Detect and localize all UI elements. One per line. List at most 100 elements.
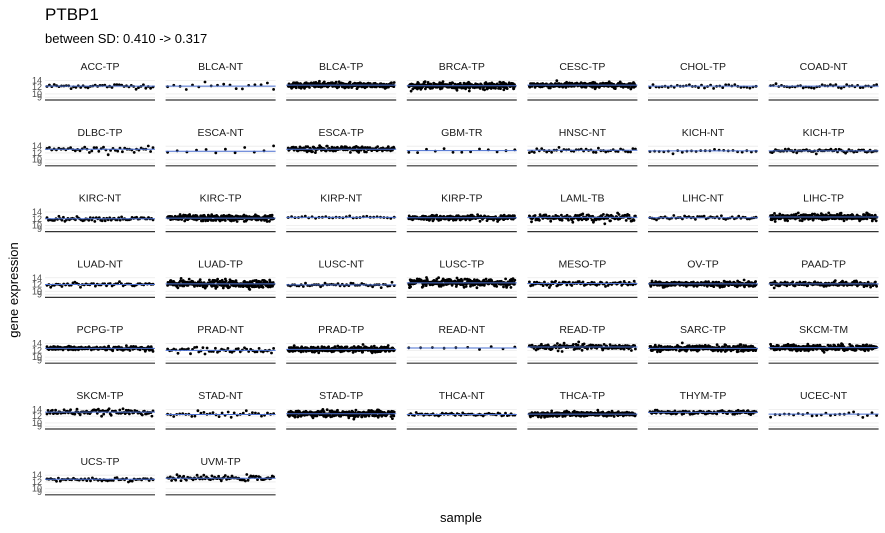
facet-panel: READ-TP bbox=[527, 324, 638, 364]
data-point bbox=[778, 212, 782, 216]
data-point bbox=[74, 86, 78, 89]
data-point bbox=[794, 212, 798, 216]
data-point bbox=[478, 219, 482, 223]
facet-label: PRAD-NT bbox=[197, 324, 244, 336]
data-point bbox=[128, 349, 132, 352]
data-point bbox=[813, 212, 816, 216]
facet-panel: COAD-NT bbox=[768, 61, 879, 101]
data-point bbox=[737, 214, 741, 218]
facet-label: ESCA-NT bbox=[198, 127, 245, 139]
data-point bbox=[57, 214, 61, 218]
data-point bbox=[567, 218, 570, 222]
data-point bbox=[184, 88, 188, 91]
data-point bbox=[88, 151, 91, 154]
chart-subtitle: between SD: 0.410 -> 0.317 bbox=[45, 31, 207, 46]
data-point bbox=[502, 88, 506, 92]
y-tick-label: 14 bbox=[32, 141, 42, 151]
data-point bbox=[532, 151, 536, 154]
facet-label: READ-TP bbox=[559, 324, 605, 336]
data-point bbox=[530, 220, 533, 224]
data-point bbox=[79, 86, 83, 89]
data-point bbox=[347, 86, 350, 89]
data-point bbox=[423, 80, 427, 84]
data-point bbox=[874, 219, 878, 223]
data-point bbox=[829, 147, 833, 151]
data-point bbox=[545, 150, 549, 154]
data-point bbox=[631, 147, 635, 151]
data-point bbox=[773, 212, 776, 215]
data-point bbox=[720, 214, 723, 218]
facet-panel: GBM-TR bbox=[406, 127, 517, 167]
y-tick-label: 12 bbox=[32, 214, 42, 224]
data-point bbox=[266, 81, 269, 85]
data-point bbox=[581, 280, 585, 284]
y-tick-label: 14 bbox=[32, 273, 42, 283]
data-point bbox=[386, 344, 390, 347]
data-point bbox=[495, 285, 499, 288]
data-point bbox=[120, 215, 123, 219]
facet-panel: PRAD-TP bbox=[286, 324, 397, 364]
data-point bbox=[814, 152, 818, 156]
data-point bbox=[325, 144, 329, 148]
data-point bbox=[272, 88, 275, 91]
data-point bbox=[582, 342, 586, 346]
data-point bbox=[863, 213, 867, 217]
data-point bbox=[268, 219, 271, 223]
facet-panel: KIRP-TP bbox=[406, 193, 517, 233]
data-point bbox=[634, 147, 637, 151]
facet-label: ACC-TP bbox=[80, 61, 119, 73]
facet-panel: CHOL-TP bbox=[648, 61, 758, 101]
data-point bbox=[437, 276, 440, 280]
data-point bbox=[672, 214, 676, 217]
data-point bbox=[201, 346, 205, 349]
y-axis-title: gene expression bbox=[6, 242, 21, 337]
data-point bbox=[73, 149, 77, 153]
y-tick-label: 12 bbox=[32, 82, 42, 92]
data-point bbox=[540, 147, 544, 151]
data-point bbox=[102, 145, 105, 149]
facet-label: LIHC-TP bbox=[803, 193, 844, 205]
data-point bbox=[110, 86, 114, 89]
data-point bbox=[560, 218, 564, 222]
data-point bbox=[562, 341, 566, 345]
data-point bbox=[634, 347, 637, 351]
data-point bbox=[241, 87, 244, 91]
data-point bbox=[560, 350, 564, 353]
data-point bbox=[253, 83, 257, 87]
data-point bbox=[83, 145, 87, 149]
data-point bbox=[324, 149, 328, 153]
data-point bbox=[95, 146, 98, 150]
data-point bbox=[93, 220, 97, 223]
y-tick-label: 12 bbox=[32, 148, 42, 158]
data-point bbox=[337, 85, 341, 89]
facet-panel: MESO-TP bbox=[527, 258, 638, 298]
data-point bbox=[528, 280, 531, 284]
data-point bbox=[874, 280, 877, 284]
data-point bbox=[117, 83, 121, 87]
data-point bbox=[60, 285, 64, 288]
data-point bbox=[579, 81, 583, 84]
data-point bbox=[92, 146, 96, 150]
data-point bbox=[619, 147, 622, 151]
facet-panel: SARC-TP bbox=[648, 324, 758, 364]
data-point bbox=[703, 86, 706, 90]
data-point bbox=[629, 150, 632, 154]
data-point bbox=[858, 86, 862, 89]
data-point bbox=[455, 88, 459, 92]
data-point bbox=[201, 219, 205, 223]
data-point bbox=[351, 282, 355, 285]
data-point bbox=[754, 280, 757, 283]
data-point bbox=[69, 87, 73, 90]
data-point bbox=[467, 89, 471, 93]
data-point bbox=[357, 151, 361, 154]
data-point bbox=[416, 151, 419, 155]
data-point bbox=[739, 86, 743, 89]
data-point bbox=[748, 86, 752, 90]
data-point bbox=[97, 149, 101, 153]
data-point bbox=[435, 213, 438, 217]
data-point bbox=[134, 87, 138, 91]
data-point bbox=[318, 79, 321, 83]
data-point bbox=[671, 152, 675, 156]
